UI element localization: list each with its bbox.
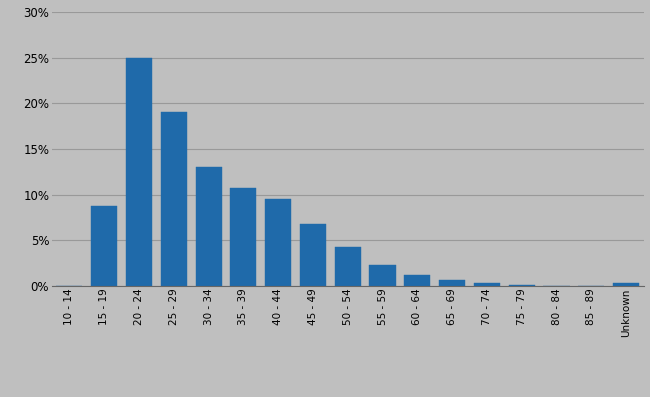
Bar [509,285,535,286]
Bar [265,199,291,286]
Bar [335,247,361,286]
Bar [369,265,396,286]
Bar [161,112,187,286]
Bar [300,224,326,286]
Bar [439,280,465,286]
Bar [404,275,430,286]
Bar [613,283,639,286]
Bar [126,58,152,286]
Bar [196,167,222,286]
Bar [91,206,117,286]
Bar [474,283,500,286]
Bar [230,188,256,286]
